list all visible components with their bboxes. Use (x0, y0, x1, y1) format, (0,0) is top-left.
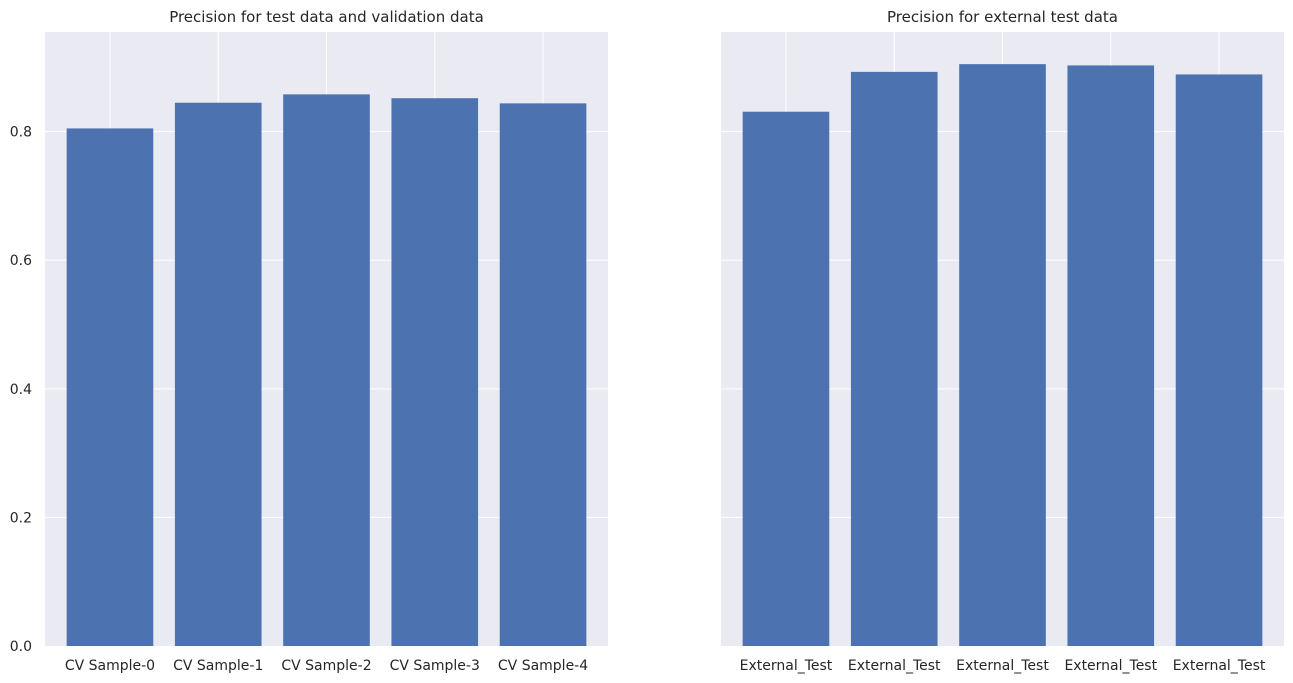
x-tick-label: External_Test (1173, 658, 1266, 674)
y-tick-label: 0.4 (10, 382, 32, 398)
x-tick-label: External_Test (956, 658, 1049, 674)
y-tick-label: 0.8 (10, 125, 32, 141)
bar (850, 71, 938, 647)
bar (959, 64, 1046, 646)
chart-panel-1: External_Test External_Test External_Test E… (721, 8, 1284, 674)
y-tick-label: 0.0 (10, 639, 32, 655)
chart-title: Precision for external test data (887, 8, 1118, 26)
x-tick-label: CV Sample-3 (390, 658, 480, 674)
chart-panel-0: CV Sample-0 CV Sample-1 CV Sample-2 CV Samp… (10, 8, 608, 674)
x-tick-label: External_Test (848, 658, 941, 674)
y-tick-label: 0.6 (10, 253, 32, 269)
x-tick-label: CV Sample-1 (173, 658, 263, 674)
bar (1175, 74, 1263, 646)
bar (742, 111, 830, 646)
bar (66, 128, 154, 646)
bar (391, 98, 479, 647)
x-tick-label: CV Sample-0 (65, 658, 155, 674)
bar (174, 102, 262, 646)
x-tick-label: External_Test (1064, 658, 1157, 674)
bar (283, 94, 370, 647)
y-tick-label: 0.2 (10, 510, 32, 526)
x-tick-label: External_Test (740, 658, 833, 674)
x-tick-label: CV Sample-2 (281, 658, 371, 674)
bar (499, 103, 587, 646)
chart-title: Precision for test data and validation d… (169, 8, 484, 26)
bar (1067, 65, 1155, 647)
x-tick-label: CV Sample-4 (498, 658, 588, 674)
